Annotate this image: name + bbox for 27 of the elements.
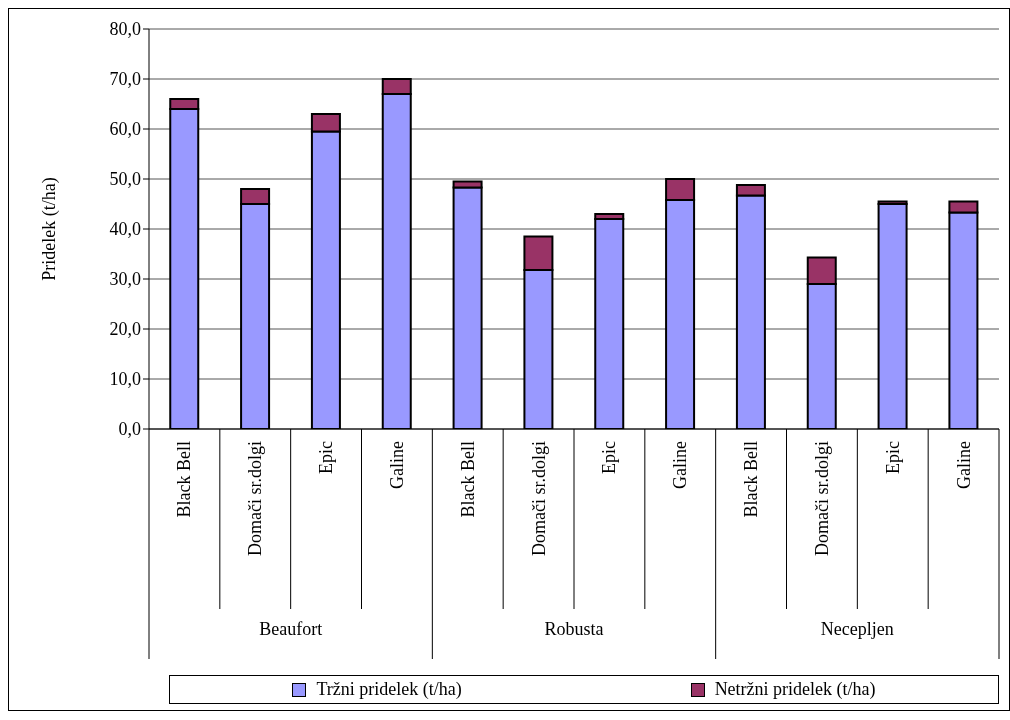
y-tick-label: 80,0	[109, 19, 141, 40]
y-tick-label: 20,0	[109, 319, 141, 340]
x-tick-label: Epic	[599, 441, 620, 474]
x-tick-label: Galine	[953, 440, 974, 489]
y-axis-title: Pridelek (t/ha)	[39, 177, 61, 281]
text: Necepljen	[819, 619, 895, 640]
y-tick-label: 50,0	[109, 169, 141, 190]
x-tick-label: Black Bell	[457, 441, 478, 518]
y-tick-label: 60,0	[109, 119, 141, 140]
x-tick-label: Epic	[316, 441, 337, 474]
x-tick-label: Domači sr.dolgi	[811, 441, 832, 556]
text: Robusta	[543, 619, 605, 640]
text: Beaufort	[258, 619, 324, 640]
x-tick-label: Black Bell	[741, 441, 762, 518]
y-tick-label: 0,0	[118, 419, 141, 440]
x-tick-label: Domači sr.dolgi	[528, 441, 549, 556]
y-tick-label: 40,0	[109, 219, 141, 240]
x-tick-label: Epic	[882, 441, 903, 474]
x-tick-label: Black Bell	[174, 441, 195, 518]
x-tick-label: Galine	[670, 440, 691, 489]
legend-label: Tržni pridelek (t/ha)	[315, 679, 462, 700]
y-tick-label: 10,0	[109, 369, 141, 390]
x-tick-label: Domači sr.dolgi	[245, 441, 266, 556]
y-tick-label: 30,0	[109, 269, 141, 290]
legend-label: Netržni pridelek (t/ha)	[713, 679, 876, 700]
x-tick-label: Galine	[386, 440, 407, 489]
y-tick-label: 70,0	[109, 69, 141, 90]
